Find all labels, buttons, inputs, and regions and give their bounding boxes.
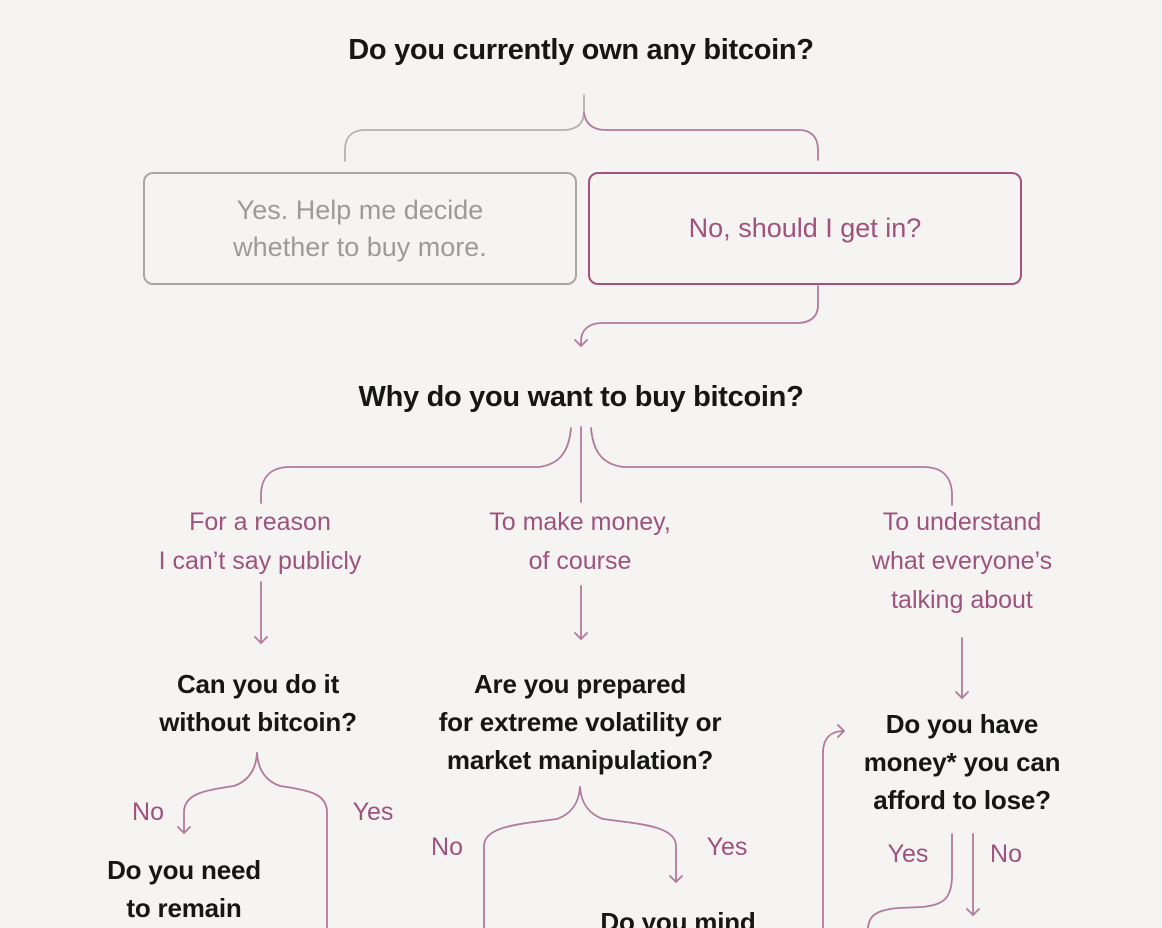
- label-afford-no: No: [990, 840, 1022, 868]
- branch-reason-line1: For a reason: [189, 508, 331, 536]
- branch-volatility-yes: [579, 786, 683, 884]
- branch-volatility-no: [483, 786, 581, 928]
- branch-label-understand: To understand what everyone’s talking ab…: [872, 503, 1052, 620]
- label-afford-yes: Yes: [887, 840, 929, 868]
- question-volatility-line3: market manipulation?: [446, 745, 714, 775]
- branch-money-line1: To make money,: [489, 508, 671, 536]
- label-volatility-yes: Yes: [706, 833, 748, 861]
- branch-label-reason: For a reason I can’t say publicly: [159, 503, 362, 581]
- branch-without-yes: [256, 752, 328, 928]
- branch-understand-line3: talking about: [891, 586, 1033, 614]
- branch-understand-line2: what everyone’s: [871, 547, 1053, 575]
- question-remain: Do you need to remain: [107, 851, 261, 927]
- branch-reason-line2: I can’t say publicly: [158, 547, 362, 575]
- answer-yes-button[interactable]: Yes. Help me decide whether to buy more.: [143, 172, 577, 285]
- answer-yes-line1: Yes. Help me decide: [236, 194, 484, 225]
- question-volatility-line2: for extreme volatility or: [438, 707, 722, 737]
- question-remain-line2: to remain: [126, 893, 242, 923]
- question-afford-line2: money* you can: [863, 747, 1061, 777]
- why-question: Why do you want to buy bitcoin?: [358, 381, 804, 413]
- label-without-no: No: [132, 798, 164, 826]
- question-remain-line1: Do you need: [107, 855, 261, 885]
- root-question: Do you currently own any bitcoin?: [348, 34, 814, 66]
- connector-root-to-yes-box: [344, 94, 585, 162]
- connector-root-to-no-box: [583, 112, 819, 161]
- connector-why-to-understand: [590, 427, 953, 506]
- label-volatility-no: No: [431, 833, 463, 861]
- question-volatility-line1: Are you prepared: [473, 669, 687, 699]
- answer-no-label: No, should I get in?: [688, 213, 922, 243]
- arrow-loop-to-afford: [822, 724, 846, 928]
- question-without-line1: Can you do it: [176, 669, 340, 699]
- answer-yes-line2: whether to buy more.: [233, 231, 487, 262]
- arrow-no-box-to-why: [574, 285, 819, 348]
- question-afford-line3: afford to lose?: [873, 785, 1051, 815]
- question-afford-to-lose: Do you have money* you can afford to los…: [864, 705, 1061, 819]
- question-without-bitcoin: Can you do it without bitcoin?: [159, 665, 357, 741]
- question-volatility: Are you prepared for extreme volatility …: [439, 665, 722, 779]
- branch-without-no: [177, 752, 258, 835]
- connector-why-to-reason: [260, 427, 572, 504]
- label-without-yes: Yes: [352, 798, 394, 826]
- question-without-line2: without bitcoin?: [159, 707, 357, 737]
- branch-label-money: To make money, of course: [489, 503, 671, 581]
- answer-no-button[interactable]: No, should I get in?: [588, 172, 1022, 285]
- question-mind: Do you mind: [600, 907, 756, 928]
- branch-money-line2: of course: [528, 547, 632, 575]
- question-afford-line1: Do you have: [885, 709, 1039, 739]
- branch-understand-line1: To understand: [882, 508, 1042, 536]
- branch-afford-yes: [867, 833, 953, 928]
